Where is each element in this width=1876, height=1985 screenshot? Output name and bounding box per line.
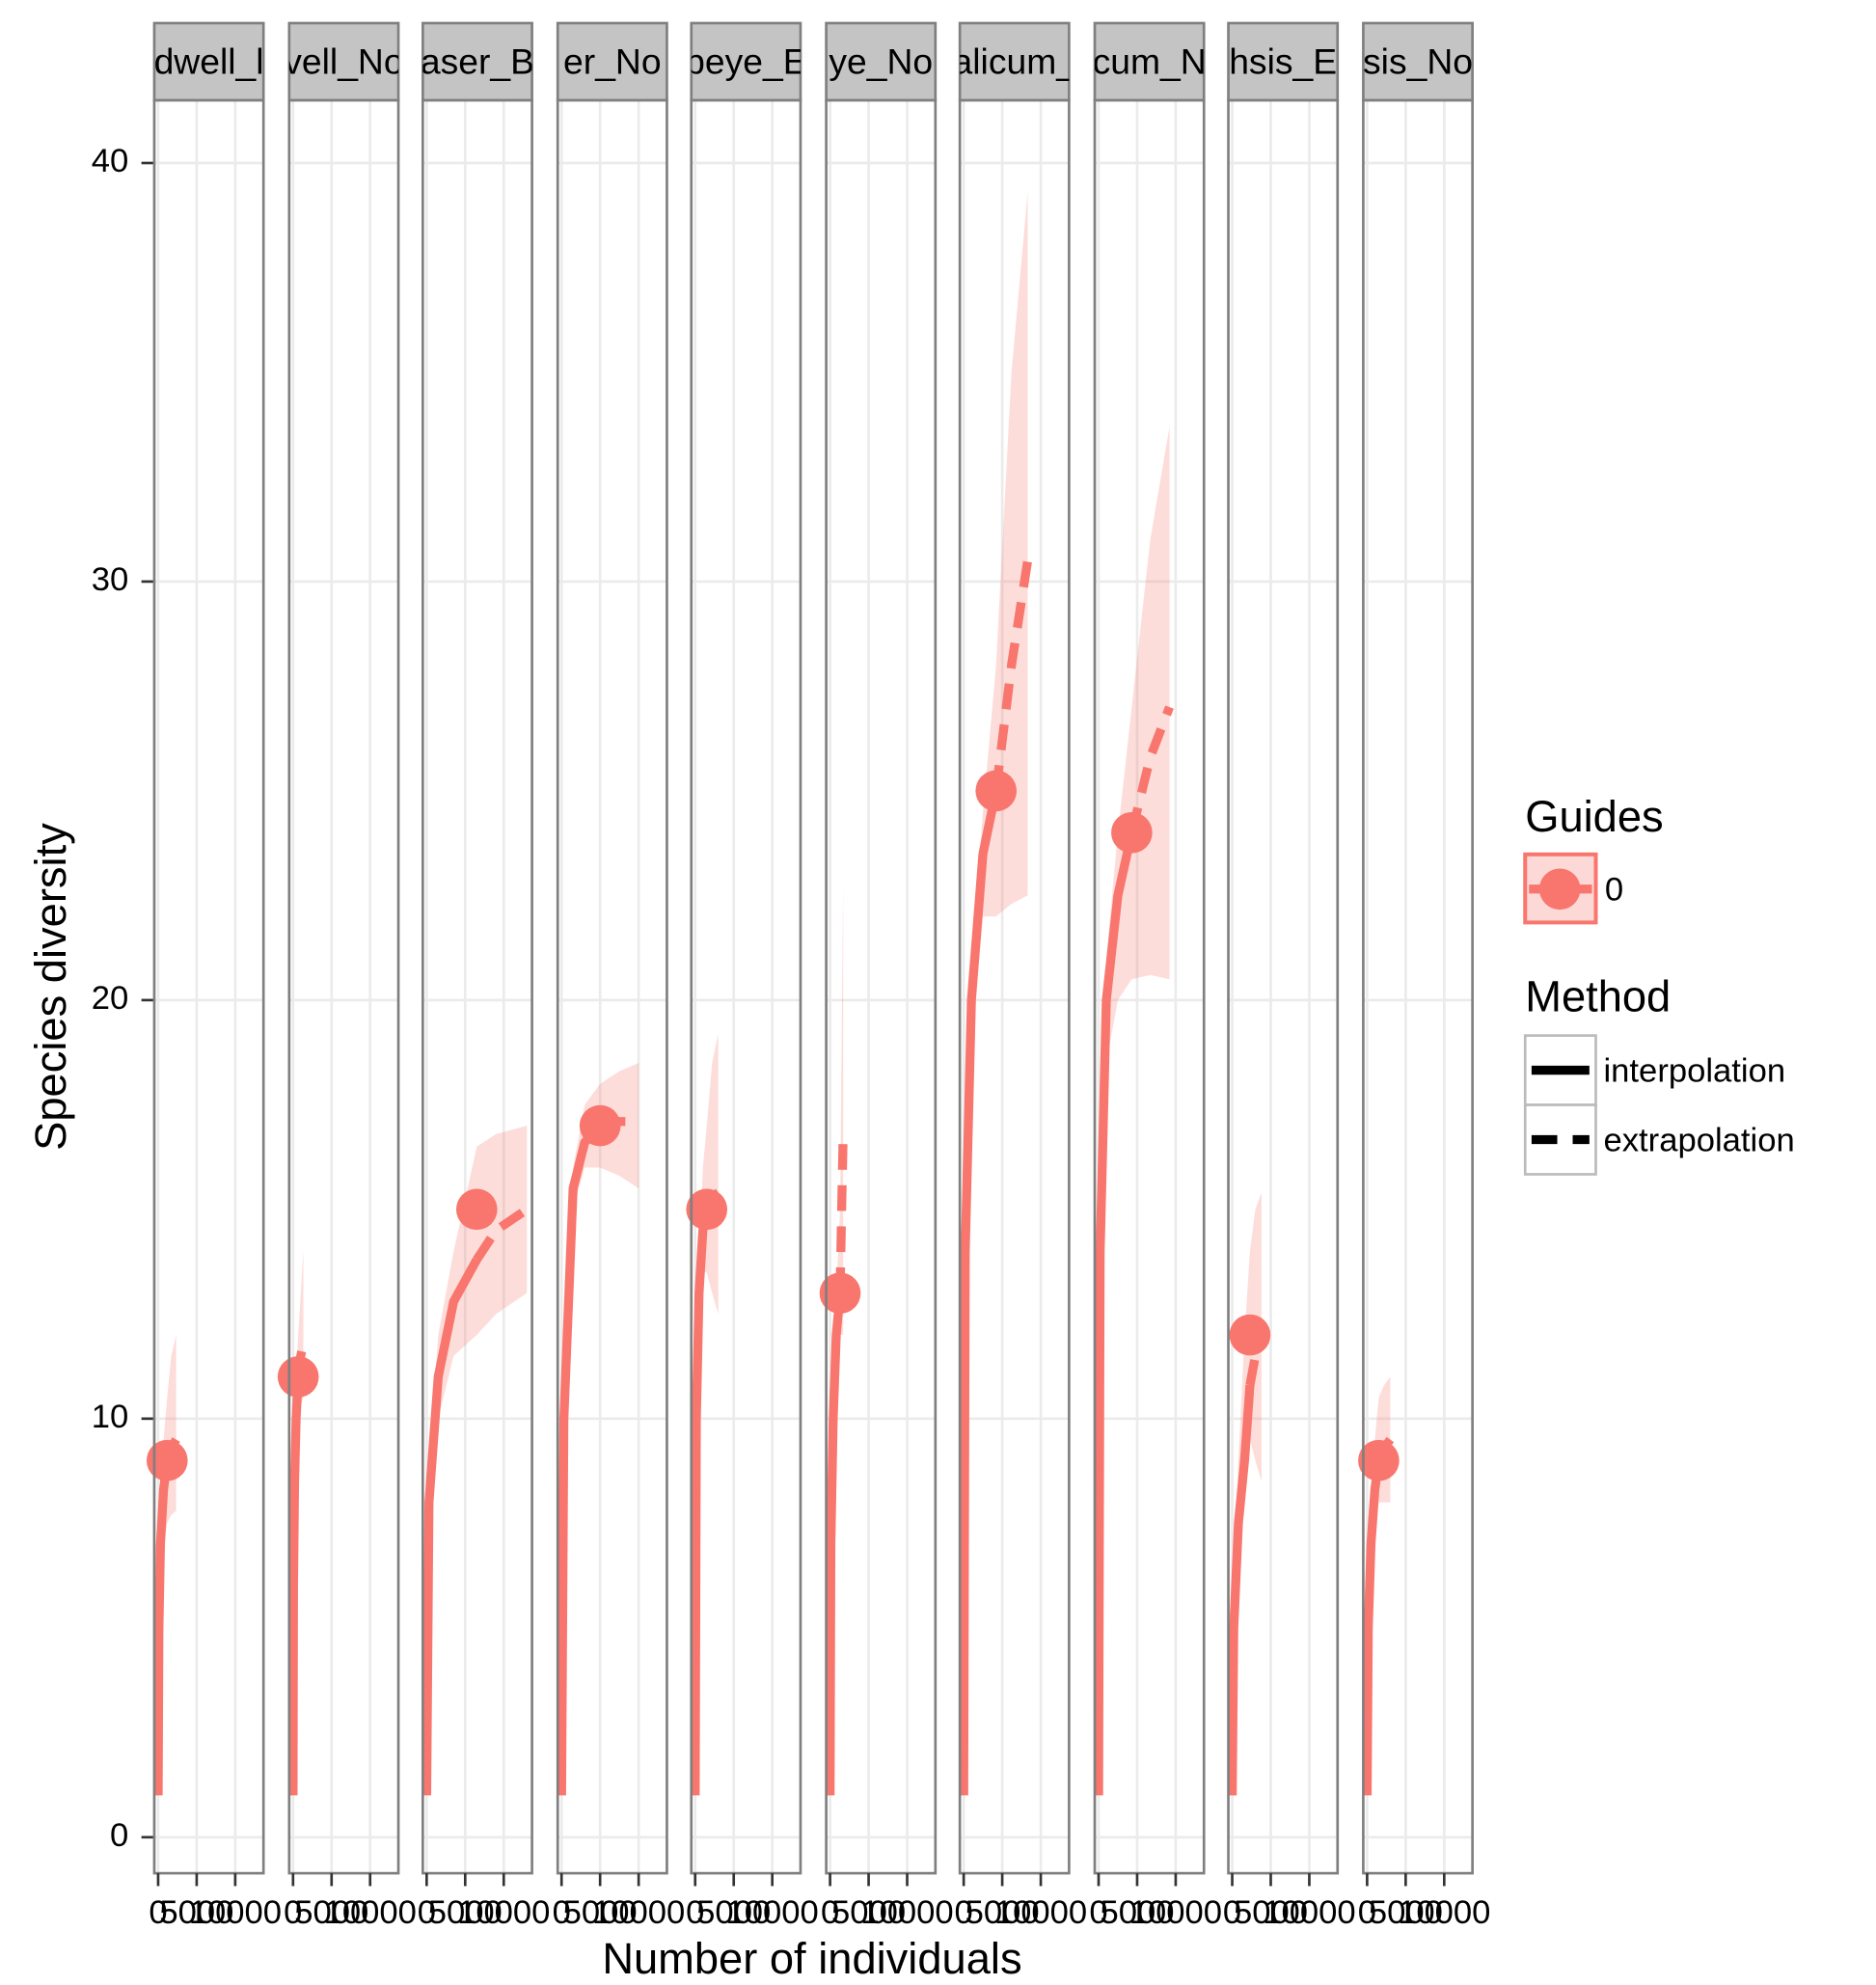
- observed-point: [277, 1356, 319, 1398]
- interpolation-line: [1094, 831, 1136, 1796]
- legend-title: Method: [1525, 971, 1671, 1020]
- strip: [421, 21, 533, 102]
- confidence-band: [561, 1062, 639, 1796]
- x-tick-label: 5000: [1100, 1894, 1174, 1931]
- observed-point: [146, 1439, 188, 1482]
- x-tick-label: 5000: [159, 1894, 233, 1931]
- strip-label: peye_E: [685, 41, 806, 81]
- legend-label: 0: [1605, 872, 1623, 909]
- x-tick-label: 10000: [1129, 1894, 1222, 1931]
- x-tick-label: 5000: [563, 1894, 638, 1931]
- extrapolation-line: [992, 559, 1033, 792]
- y-tick-label: 10: [92, 1399, 129, 1435]
- x-tick-label: 5000: [831, 1894, 906, 1931]
- strip: [1227, 21, 1340, 102]
- panel-background: [153, 99, 264, 1874]
- x-tick-label: 0: [821, 1894, 839, 1931]
- x-tick-label: 10000: [1263, 1894, 1355, 1931]
- strip-label: vell_No: [284, 41, 403, 81]
- interpolation-line: [959, 789, 1001, 1796]
- panel-background: [422, 99, 532, 1874]
- interpolation-line: [1227, 1384, 1255, 1796]
- extrapolation-line: [835, 1133, 848, 1293]
- legend-label: extrapolation: [1603, 1122, 1794, 1158]
- strip-label: aser_B: [421, 41, 534, 81]
- x-tick-label: 0: [1223, 1894, 1241, 1931]
- x-tick-label: 0: [418, 1894, 436, 1931]
- x-tick-label: 10000: [189, 1894, 282, 1931]
- observed-point: [579, 1104, 621, 1147]
- x-tick-label: 0: [149, 1894, 167, 1931]
- y-axis-title: Species diversity: [26, 823, 75, 1151]
- x-tick-label: 10000: [1398, 1894, 1490, 1931]
- panel-background: [557, 99, 667, 1874]
- observed-point: [819, 1272, 861, 1314]
- x-tick-label: 10000: [726, 1894, 819, 1931]
- interpolation-line: [421, 1257, 481, 1796]
- strip-label: sis_No: [1363, 41, 1473, 81]
- x-tick-label: 5000: [1369, 1894, 1443, 1931]
- interpolation-line: [288, 1376, 303, 1796]
- x-tick-label: 10000: [324, 1894, 417, 1931]
- x-tick-label: 0: [955, 1894, 973, 1931]
- x-tick-label: 5000: [1234, 1894, 1308, 1931]
- panel-background: [960, 99, 1070, 1874]
- panel-background: [826, 99, 936, 1874]
- strip-label: er_No: [563, 41, 662, 81]
- y-tick-label: 40: [92, 143, 129, 179]
- strip-label: cum_N: [1093, 41, 1207, 81]
- observed-point: [455, 1188, 498, 1231]
- x-tick-label: 0: [1089, 1894, 1107, 1931]
- y-tick-label: 20: [92, 980, 129, 1017]
- x-tick-label: 10000: [592, 1894, 685, 1931]
- x-tick-label: 10000: [994, 1894, 1087, 1931]
- x-tick-label: 5000: [965, 1894, 1040, 1931]
- x-axis-title: Number of individuals: [602, 1934, 1021, 1983]
- observed-point: [686, 1188, 728, 1231]
- observed-point: [1111, 811, 1153, 854]
- strip: [958, 21, 1071, 102]
- x-tick-label: 0: [686, 1894, 704, 1931]
- strip-label: dwell_l: [154, 41, 264, 81]
- strip: [1362, 21, 1474, 102]
- legend-label: interpolation: [1603, 1052, 1785, 1089]
- strip: [152, 21, 265, 102]
- strip: [825, 21, 938, 102]
- x-tick-label: 0: [553, 1894, 571, 1931]
- panel-background: [691, 99, 801, 1874]
- x-tick-label: 5000: [294, 1894, 368, 1931]
- panel-background: [1095, 99, 1205, 1874]
- strip: [690, 21, 802, 102]
- legend-point: [1538, 868, 1581, 911]
- confidence-band: [426, 1126, 528, 1796]
- y-tick-label: 30: [92, 561, 129, 598]
- extrapolation-line: [473, 1206, 530, 1263]
- x-tick-label: 0: [284, 1894, 302, 1931]
- x-tick-label: 10000: [860, 1894, 953, 1931]
- strip: [1093, 21, 1206, 102]
- panel-background: [288, 99, 399, 1874]
- x-tick-label: 10000: [457, 1894, 550, 1931]
- y-tick-label: 0: [110, 1817, 128, 1854]
- x-tick-label: 0: [1358, 1894, 1376, 1931]
- strip-label: hsis_E: [1229, 41, 1337, 81]
- panel-background: [1363, 99, 1473, 1874]
- observed-point: [1229, 1314, 1271, 1356]
- observed-point: [975, 770, 1018, 812]
- strip: [556, 21, 668, 102]
- confidence-band: [964, 192, 1028, 1796]
- strip: [287, 21, 400, 102]
- x-tick-label: 5000: [428, 1894, 503, 1931]
- observed-point: [1358, 1439, 1400, 1482]
- interpolation-line: [825, 1292, 845, 1796]
- legend-title: Guides: [1525, 792, 1663, 841]
- strip-label: alicum_: [953, 41, 1078, 81]
- panel-background: [1228, 99, 1338, 1874]
- strip-label: ye_No: [829, 41, 933, 81]
- x-tick-label: 5000: [696, 1894, 771, 1931]
